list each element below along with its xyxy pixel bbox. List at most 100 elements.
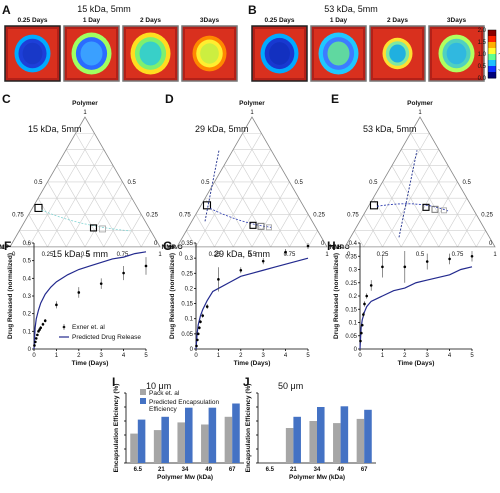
colorbar-tick: 0.5 — [478, 64, 487, 70]
ternary-frame — [344, 116, 496, 248]
chart-title: 10 μm — [146, 381, 171, 391]
bar — [285, 428, 294, 463]
panel-a-title: 15 kDa, 5mm — [77, 4, 131, 14]
image-label: 3Days — [447, 17, 467, 24]
data-point — [284, 250, 287, 254]
composition-marker — [422, 203, 430, 211]
legend-label-predicted: Predicted Encapsulation Efficiency — [149, 399, 219, 413]
bar — [309, 421, 317, 463]
ternary-frame — [9, 116, 161, 248]
x-tick-label: 3 — [262, 353, 266, 359]
ternary-gridline — [242, 133, 309, 248]
vertex-label-nmp: NMP — [162, 244, 177, 251]
bar — [340, 406, 349, 463]
ternary-gridline — [28, 133, 95, 248]
panel-label-j: J — [243, 375, 250, 389]
colorbar-tick: 2.0 — [478, 28, 487, 34]
ternary-gridline — [204, 198, 234, 248]
x-axis-label: Time (Days) — [234, 360, 271, 367]
x-tick-label: 5 — [306, 353, 310, 359]
legend-label-line: Efficiency — [149, 406, 177, 413]
legend-swatch-pack — [140, 389, 146, 395]
y-axis-label: Drug Released (normalized) — [7, 253, 14, 339]
colorbar-segment — [488, 66, 496, 73]
category-label: 34 — [182, 467, 189, 473]
y-tick-label: 0.3 — [23, 294, 32, 300]
category-label: 67 — [361, 467, 368, 473]
bottom-tick-label: 0.75 — [284, 252, 296, 258]
data-point — [144, 264, 148, 268]
data-point — [99, 282, 103, 285]
bar — [364, 409, 372, 463]
panel-label-b: B — [248, 3, 257, 17]
ternary-gridline — [438, 198, 468, 248]
y-tick-label: 0.25 — [181, 271, 193, 277]
data-point — [362, 313, 365, 316]
data-point — [239, 268, 243, 272]
y-tick-label: 0.15 — [181, 302, 193, 308]
data-point — [425, 260, 429, 263]
corner-tick-left: 0 — [179, 252, 183, 258]
data-point — [199, 320, 202, 324]
left-tick-label: 0.75 — [347, 212, 359, 218]
bottom-tick-label: 0.5 — [81, 252, 90, 258]
bottom-tick-label: 1 — [158, 252, 162, 258]
colorbar-segment — [488, 54, 496, 61]
ternary-frame — [176, 116, 328, 248]
ternary-gridline — [270, 198, 300, 248]
image-core — [200, 43, 219, 64]
bottom-tick-label: 0.25 — [42, 252, 54, 258]
right-tick-label: 0.5 — [463, 180, 472, 186]
binodal-curve — [204, 150, 220, 222]
y-axis-label: Encapsulation Efficiency (%) — [245, 384, 252, 473]
panel-b-images: 0.25 Days 1 Day 2 Days 3Days — [251, 17, 485, 82]
colorbar-tick: 1.0 — [478, 52, 487, 58]
right-tick-label: 0.5 — [295, 180, 304, 186]
ternary-gridline — [103, 198, 133, 248]
composition-marker — [99, 225, 106, 233]
image-label: 1 Day — [330, 17, 348, 24]
category-label: 34 — [314, 467, 321, 473]
category-label: 6.5 — [134, 467, 143, 473]
x-axis-label: Time (Days) — [72, 360, 109, 367]
image-label: 2 Days — [140, 17, 161, 24]
vertex-label-nmp: NMP — [330, 244, 345, 251]
x-tick-label: 5 — [470, 353, 474, 359]
ternary-gridline — [307, 230, 318, 248]
y-tick-label: 0.4 — [23, 276, 32, 282]
predicted-release-line — [33, 251, 147, 350]
right-tick-label: 0.25 — [481, 212, 493, 218]
x-tick-label: 0 — [358, 353, 362, 359]
composition-marker — [34, 203, 43, 212]
ternary-gridline — [232, 165, 281, 248]
data-point — [33, 344, 36, 347]
ternary-gridline — [400, 165, 449, 248]
x-tick-label: 2 — [77, 353, 81, 359]
category-label: 21 — [158, 467, 165, 473]
data-point — [217, 278, 220, 281]
ternary-plot-e: Polymer1NMPH₂O000.50.7510.250.50.250.50.… — [330, 100, 498, 258]
x-tick-label: 0 — [32, 353, 36, 359]
plot-title: 15 kDa, 5 mm — [52, 249, 108, 259]
composition-marker — [369, 201, 379, 210]
tie-line — [209, 207, 272, 228]
bar — [356, 418, 365, 463]
y-tick-label: 0.25 — [345, 281, 357, 287]
bar — [161, 416, 169, 463]
category-label: 21 — [290, 467, 297, 473]
data-point — [381, 265, 384, 269]
ternary-gridline — [56, 165, 105, 248]
image-core — [22, 42, 43, 65]
x-tick-label: 4 — [284, 353, 288, 359]
left-tick-label: 1 — [169, 245, 173, 251]
image-core — [327, 41, 350, 66]
data-point — [359, 339, 362, 343]
data-point — [363, 302, 366, 306]
ternary-title: 15 kDa, 5mm — [28, 124, 82, 134]
colorbar-segment — [488, 72, 496, 79]
panel-label-a: A — [2, 3, 11, 17]
predicted-release-line — [359, 266, 473, 350]
y-tick-label: 0.35 — [181, 241, 193, 247]
